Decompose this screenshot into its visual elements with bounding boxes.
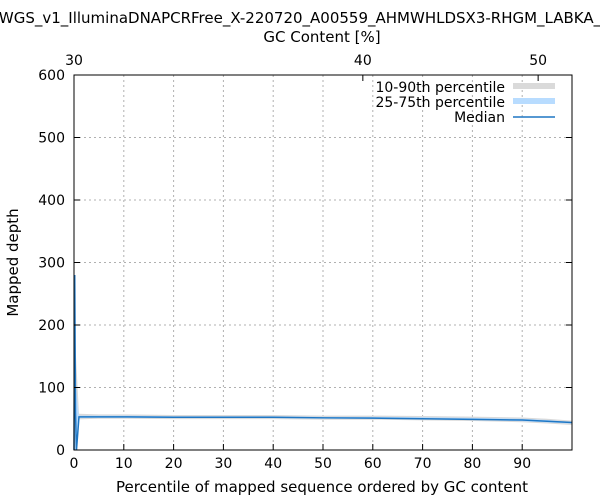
x-tick-label: 30	[214, 456, 232, 472]
legend-label: Median	[454, 110, 505, 126]
legend-label: 25-75th percentile	[375, 95, 505, 111]
x-tick-label: 50	[314, 456, 332, 472]
x-axis-title: Percentile of mapped sequence ordered by…	[116, 478, 528, 496]
tick-layer: 0 100 200 300 400 500 600 0 10 20 30 40 50 60 70 80 90 30…	[38, 53, 572, 472]
x-tick-label: 70	[414, 456, 432, 472]
y-tick-label: 100	[38, 381, 65, 397]
legend-swatch	[513, 83, 555, 89]
top-tick-label: 40	[354, 53, 372, 69]
y-axis-title: Mapped depth	[4, 208, 22, 316]
legend-swatch	[513, 98, 555, 104]
grid-layer	[74, 75, 572, 450]
median-line	[73, 274, 573, 451]
y-tick-label: 0	[56, 443, 65, 459]
x-tick-label: 40	[264, 456, 282, 472]
x-tick-label: 0	[70, 456, 79, 472]
y-tick-label: 600	[38, 68, 65, 84]
y-tick-label: 300	[38, 256, 65, 272]
top-tick-label: 50	[529, 53, 547, 69]
chart-title: WGS_v1_IlluminaDNAPCRFree_X-220720_A0055…	[0, 9, 600, 28]
top-axis-title: GC Content [%]	[263, 28, 380, 46]
x-tick-label: 10	[115, 456, 133, 472]
y-tick-label: 400	[38, 193, 65, 209]
legend-label: 10-90th percentile	[375, 80, 505, 96]
line-layer	[73, 274, 573, 451]
y-tick-label: 500	[38, 131, 65, 147]
x-tick-label: 20	[165, 456, 183, 472]
x-tick-label: 80	[463, 456, 481, 472]
x-tick-label: 90	[513, 456, 531, 472]
y-tick-label: 200	[38, 318, 65, 334]
top-tick-label: 30	[65, 53, 83, 69]
x-tick-label: 60	[364, 456, 382, 472]
